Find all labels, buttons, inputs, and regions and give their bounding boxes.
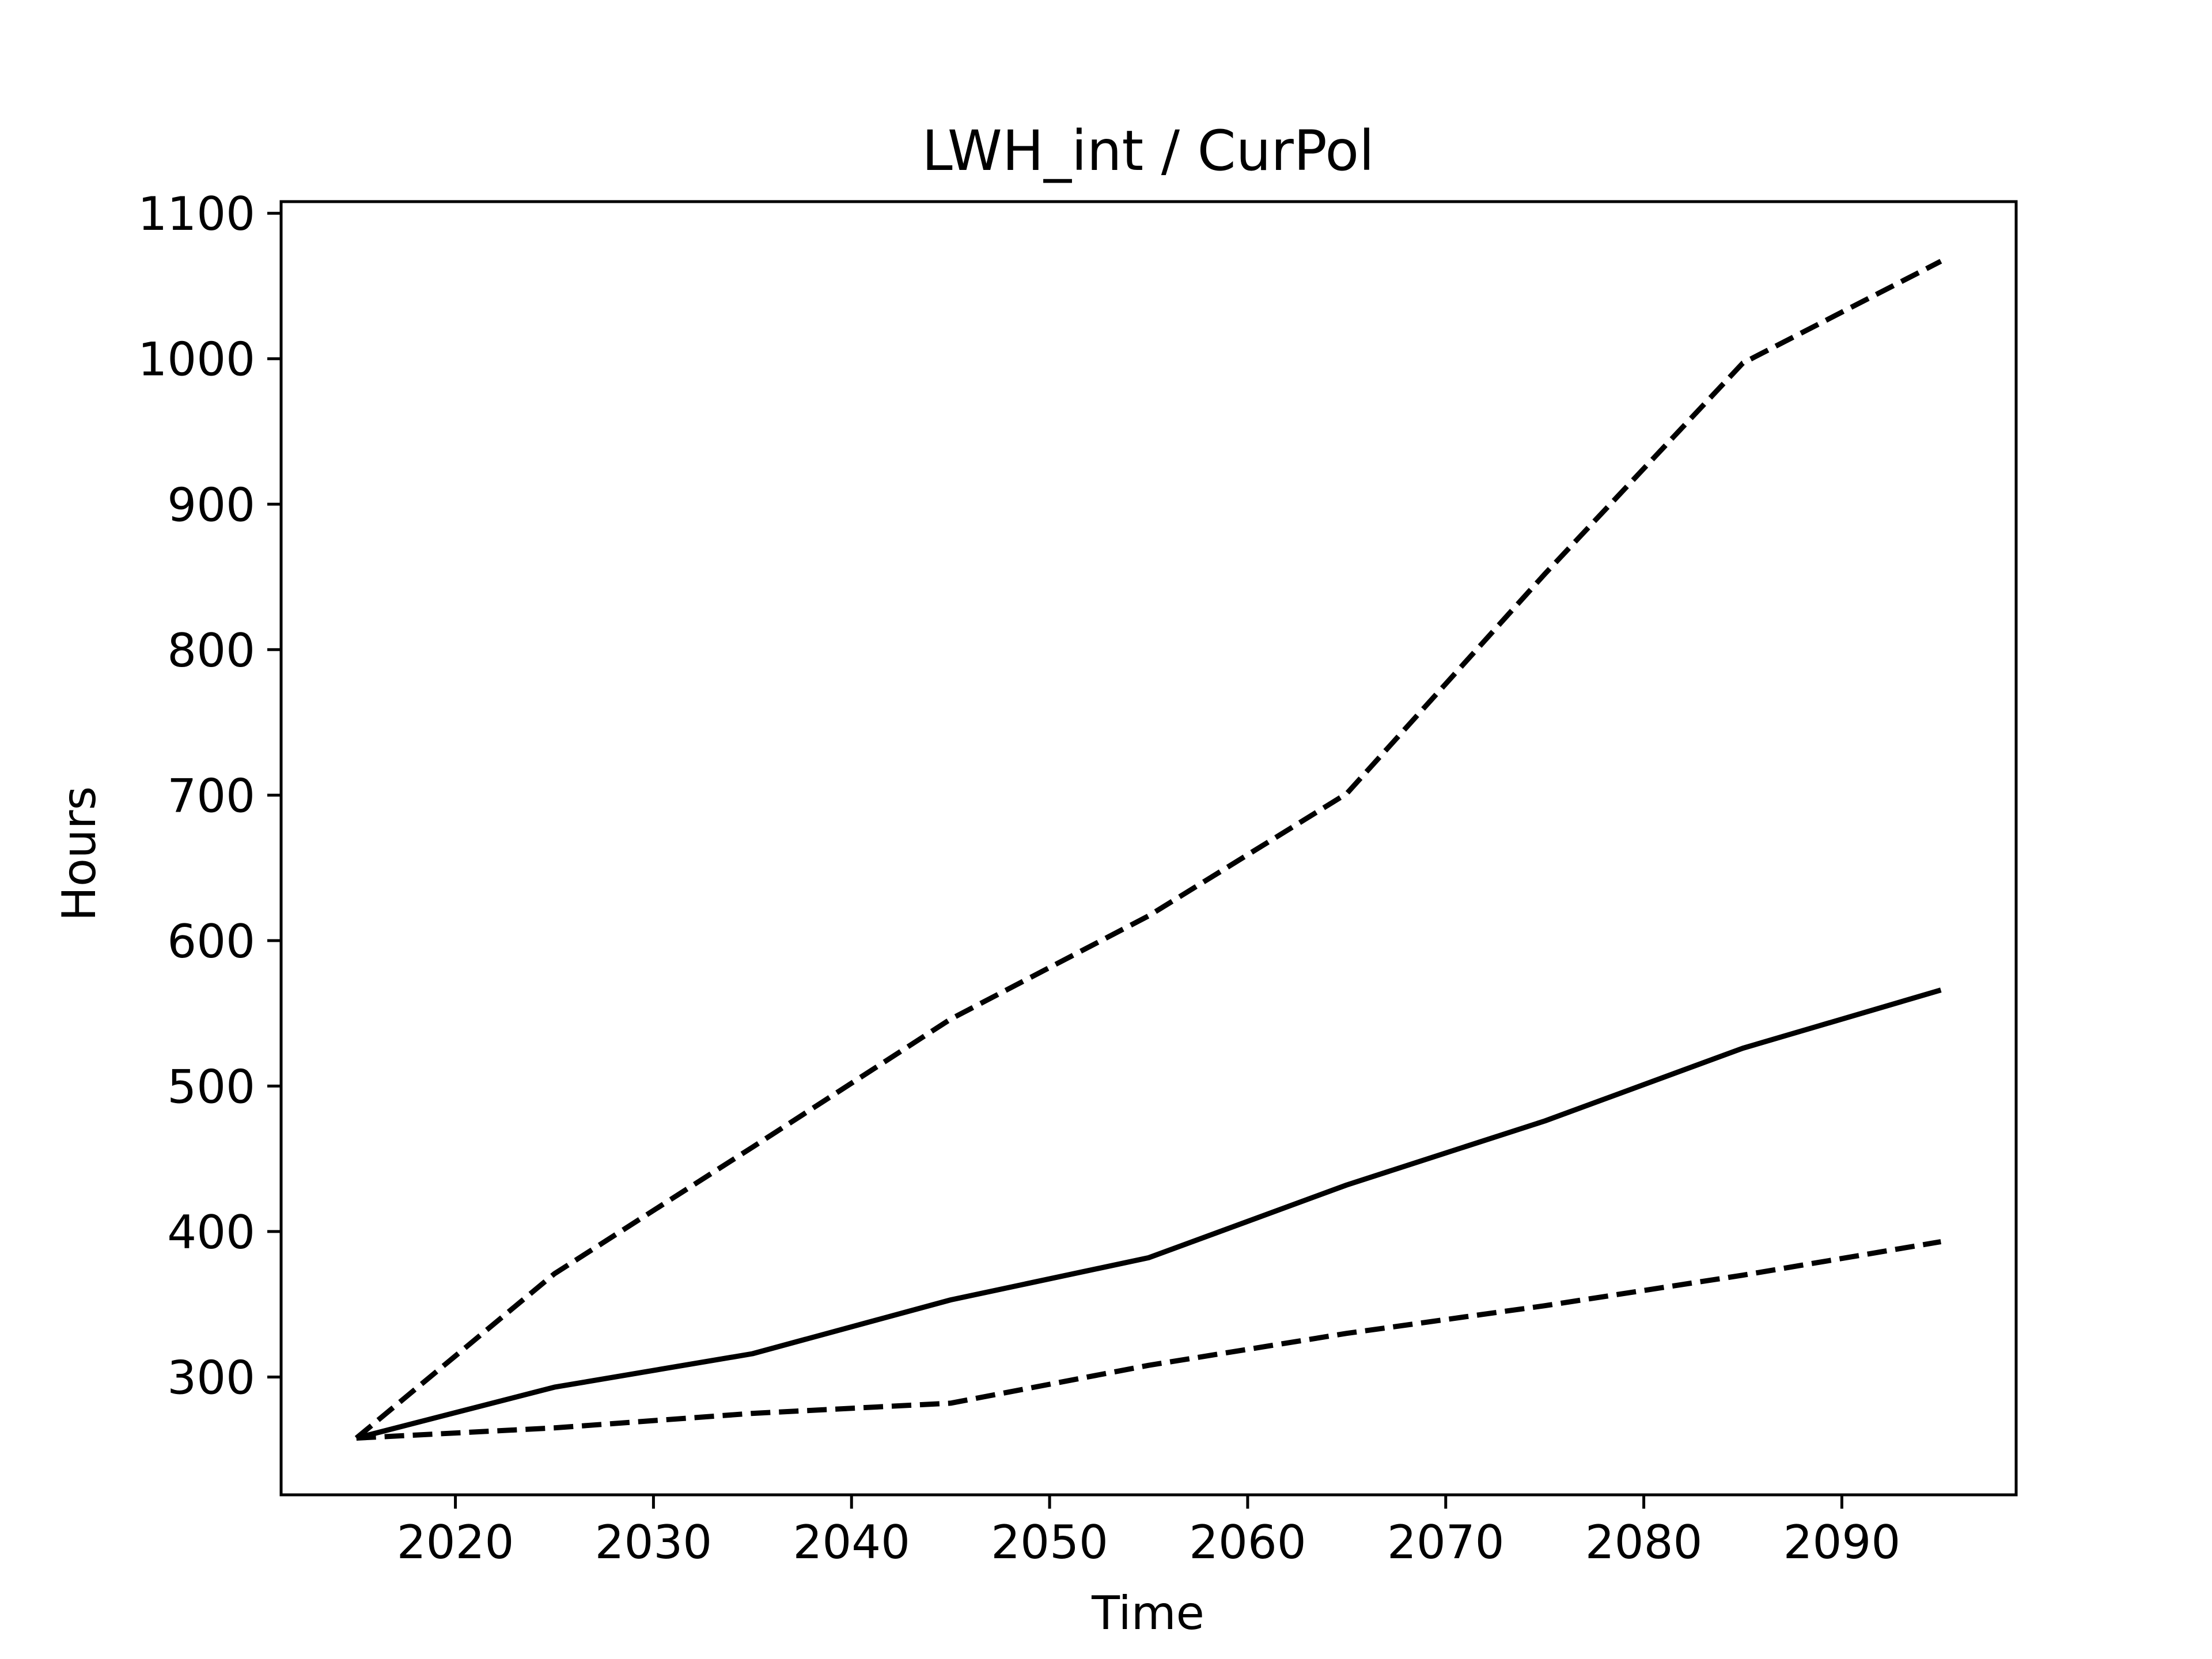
x-tick-label: 2040 (793, 1516, 910, 1569)
y-tick-label: 600 (167, 915, 255, 968)
y-tick-label: 1100 (138, 187, 255, 241)
x-tick-label: 2080 (1585, 1516, 1703, 1569)
x-axis-label: Time (1091, 1586, 1205, 1640)
x-axis-ticks: 2020 2030 2040 2050 2060 2070 2080 2090 (397, 1495, 1900, 1569)
x-tick-label: 2050 (991, 1516, 1108, 1569)
x-tick-label: 2030 (595, 1516, 713, 1569)
series-line-2 (355, 987, 1942, 1441)
y-tick-label: 1000 (138, 333, 255, 387)
plot-area-frame (279, 200, 2018, 1497)
y-tick-label: 800 (167, 624, 255, 677)
x-tick-label: 2060 (1189, 1516, 1306, 1569)
y-axis-ticks: 300 400 500 600 700 800 900 1000 1100 (138, 187, 281, 1404)
chart-title: LWH_int / CurPol (922, 119, 1374, 183)
series-layer (354, 259, 1942, 1441)
series-line-3 (356, 1239, 1942, 1441)
y-axis-label: Hours (52, 786, 106, 921)
x-tick-label: 2020 (397, 1516, 514, 1569)
x-tick-label: 2070 (1387, 1516, 1505, 1569)
y-tick-label: 300 (167, 1351, 255, 1404)
y-tick-label: 500 (167, 1060, 255, 1113)
x-tick-label: 2090 (1783, 1516, 1901, 1569)
series-line-1 (354, 259, 1942, 1440)
y-tick-label: 900 (167, 478, 255, 532)
y-tick-label: 700 (167, 769, 255, 823)
y-tick-label: 400 (167, 1206, 255, 1259)
